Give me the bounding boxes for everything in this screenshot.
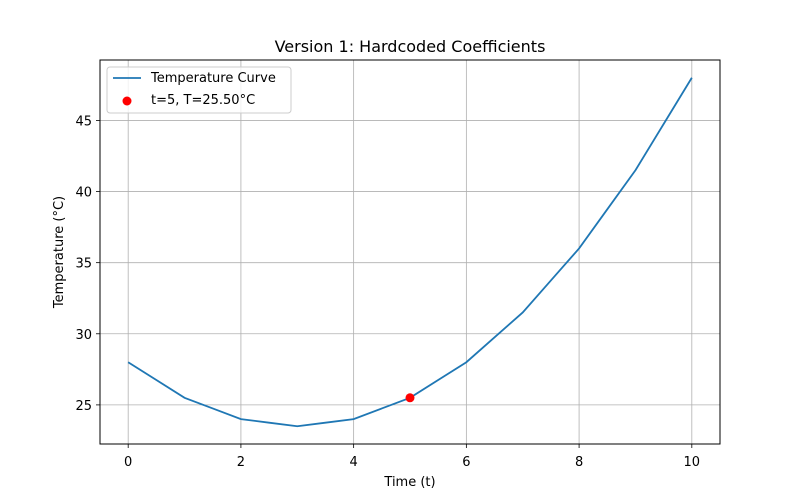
chart-title: Version 1: Hardcoded Coefficients bbox=[275, 37, 546, 56]
legend-marker-swatch bbox=[122, 96, 132, 106]
x-tick-label: 6 bbox=[462, 455, 470, 470]
y-axis-label: Temperature (°C) bbox=[52, 196, 67, 309]
x-axis-label: Time (t) bbox=[383, 475, 435, 490]
x-tick-label: 4 bbox=[349, 455, 357, 470]
y-tick-label: 45 bbox=[75, 114, 92, 129]
y-tick-label: 25 bbox=[75, 399, 92, 414]
x-tick-label: 0 bbox=[124, 455, 132, 470]
legend: Temperature Curve t=5, T=25.50°C bbox=[106, 66, 292, 114]
x-tick-label: 10 bbox=[684, 455, 701, 470]
tick-layer: 0 2 4 6 8 10 25 30 35 40 45 bbox=[75, 114, 700, 470]
y-tick-label: 35 bbox=[75, 257, 92, 272]
legend-box bbox=[106, 66, 292, 114]
series-layer bbox=[127, 77, 693, 428]
highlight-point bbox=[405, 393, 415, 403]
grid-layer bbox=[100, 60, 720, 444]
y-tick-label: 30 bbox=[75, 328, 92, 343]
legend-label-highlight-point: t=5, T=25.50°C bbox=[151, 93, 255, 108]
y-tick-label: 40 bbox=[75, 186, 92, 201]
legend-label-temperature-curve: Temperature Curve bbox=[150, 71, 276, 86]
plot-frame bbox=[99, 59, 721, 445]
x-tick-label: 8 bbox=[575, 455, 583, 470]
x-tick-label: 2 bbox=[237, 455, 245, 470]
